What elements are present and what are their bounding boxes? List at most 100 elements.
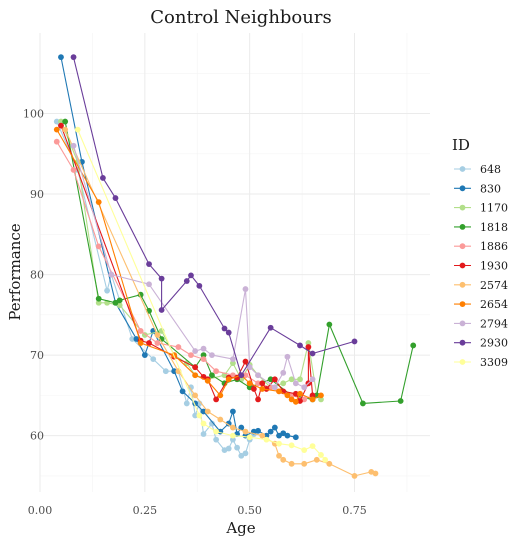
legend-item-2574: 2574 bbox=[454, 279, 508, 292]
data-point bbox=[238, 452, 245, 459]
legend-label: 1930 bbox=[480, 260, 508, 273]
data-point bbox=[255, 427, 261, 434]
data-point bbox=[318, 396, 324, 403]
data-point bbox=[297, 342, 303, 349]
data-point bbox=[204, 408, 211, 415]
series-3309 bbox=[74, 126, 329, 463]
data-point bbox=[309, 350, 316, 357]
legend-item-1170: 1170 bbox=[454, 202, 508, 215]
data-point bbox=[95, 199, 102, 206]
data-point bbox=[309, 392, 316, 399]
data-point bbox=[192, 412, 199, 419]
data-point bbox=[53, 118, 60, 125]
data-point bbox=[53, 138, 60, 145]
data-point bbox=[192, 372, 199, 379]
data-point bbox=[192, 348, 199, 354]
legend-key-point bbox=[459, 262, 466, 269]
legend-label: 2930 bbox=[480, 337, 508, 350]
data-point bbox=[225, 445, 232, 452]
data-point bbox=[58, 122, 64, 129]
data-point bbox=[276, 432, 282, 439]
data-point bbox=[179, 388, 186, 395]
data-point bbox=[301, 460, 308, 467]
data-point bbox=[288, 442, 295, 449]
data-point bbox=[129, 336, 136, 342]
y-tick-label: 60 bbox=[30, 430, 44, 443]
legend-key-point bbox=[459, 301, 466, 307]
data-point bbox=[150, 356, 157, 363]
data-point bbox=[305, 344, 312, 350]
x-tick-label: 0.00 bbox=[28, 504, 53, 517]
legend-label: 2794 bbox=[480, 317, 508, 330]
data-point bbox=[230, 432, 236, 439]
data-point bbox=[259, 386, 266, 392]
data-point bbox=[213, 368, 220, 375]
data-point bbox=[322, 456, 329, 463]
data-point bbox=[288, 376, 295, 383]
data-point bbox=[108, 271, 115, 278]
series-2930 bbox=[70, 54, 358, 379]
y-tick-label: 100 bbox=[23, 108, 44, 121]
data-point bbox=[242, 372, 249, 379]
data-point bbox=[146, 281, 152, 288]
legend-label: 2654 bbox=[480, 298, 508, 311]
data-point bbox=[292, 434, 299, 441]
x-tick-label: 0.25 bbox=[133, 504, 158, 517]
legend-item-2654: 2654 bbox=[454, 298, 508, 311]
series-1818 bbox=[62, 118, 417, 407]
data-point bbox=[276, 388, 282, 395]
legend-key-point bbox=[459, 224, 466, 230]
legend-label: 830 bbox=[480, 182, 501, 195]
data-point bbox=[280, 380, 287, 387]
legend: ID 648 830 1170 1818 1886 1930 2574 2654 2794 293… bbox=[452, 136, 508, 369]
data-point bbox=[217, 392, 224, 399]
data-point bbox=[410, 342, 417, 349]
y-tick-label: 70 bbox=[30, 349, 44, 362]
data-point bbox=[213, 396, 220, 403]
data-point bbox=[188, 384, 194, 391]
data-point bbox=[267, 324, 274, 331]
data-point bbox=[209, 372, 215, 379]
data-point bbox=[225, 329, 232, 336]
data-point bbox=[183, 278, 190, 284]
data-point bbox=[62, 118, 69, 125]
data-point bbox=[318, 452, 324, 458]
data-point bbox=[104, 287, 110, 294]
legend-item-830: 830 bbox=[454, 182, 501, 195]
data-point bbox=[204, 377, 211, 384]
legend-key-point bbox=[459, 166, 466, 172]
data-point bbox=[372, 470, 379, 477]
data-point bbox=[196, 412, 203, 419]
data-point bbox=[95, 243, 102, 250]
data-point bbox=[200, 420, 207, 427]
data-point bbox=[95, 299, 102, 306]
data-point bbox=[175, 344, 182, 350]
series-line bbox=[56, 141, 313, 400]
data-point bbox=[263, 436, 270, 443]
data-point bbox=[280, 369, 287, 376]
data-point bbox=[234, 444, 240, 451]
data-point bbox=[225, 376, 232, 383]
data-point bbox=[288, 460, 295, 467]
series-830 bbox=[58, 54, 299, 441]
y-tick-label: 80 bbox=[30, 269, 44, 282]
series-2794 bbox=[70, 142, 316, 391]
series-line bbox=[56, 121, 255, 457]
data-point bbox=[246, 380, 253, 387]
data-point bbox=[70, 166, 77, 173]
legend-title: ID bbox=[452, 136, 470, 154]
data-point bbox=[326, 321, 333, 328]
data-point bbox=[284, 353, 291, 360]
data-point bbox=[209, 352, 215, 359]
data-point bbox=[242, 450, 249, 457]
legend-key-point bbox=[459, 320, 466, 327]
data-point bbox=[301, 447, 308, 454]
data-point bbox=[112, 195, 119, 201]
data-point bbox=[158, 275, 165, 282]
data-point bbox=[62, 126, 69, 133]
data-point bbox=[146, 340, 152, 346]
legend-item-1930: 1930 bbox=[454, 260, 508, 273]
data-point bbox=[146, 261, 152, 268]
data-point bbox=[280, 430, 287, 437]
data-point bbox=[183, 400, 190, 407]
